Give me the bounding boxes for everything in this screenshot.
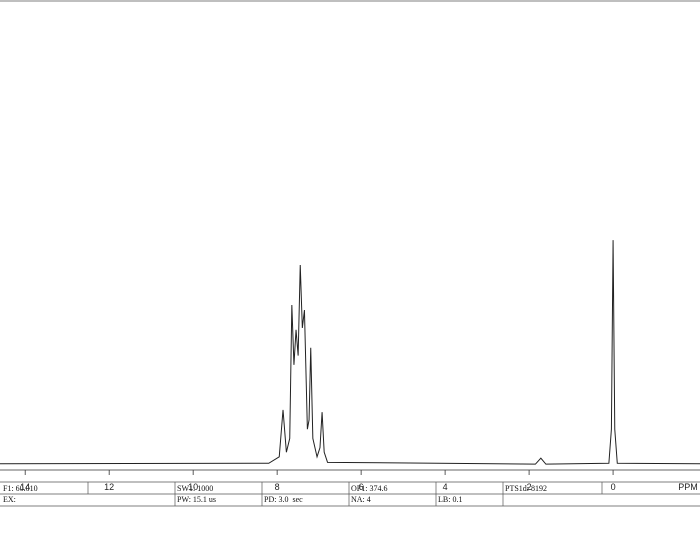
table-columns <box>87 482 603 506</box>
x-tick-label: 12 <box>104 482 114 492</box>
param: EX: <box>3 495 16 504</box>
parameter-table: F1: 60.010 SW1: 1000 OF1: 374.6 PTS1d: 8… <box>0 481 700 507</box>
param: LB: 0.1 <box>438 495 462 504</box>
x-tick-label: 14 <box>20 482 30 492</box>
param: NA: 4 <box>351 495 371 504</box>
x-tick-label: 8 <box>275 482 280 492</box>
x-tick-label: 0 <box>611 482 616 492</box>
x-tick-label: 4 <box>443 482 448 492</box>
param: PW: 15.1 us <box>177 495 216 504</box>
param: PD: 3.0 sec <box>264 495 303 504</box>
x-axis-label: PPM <box>678 482 698 492</box>
spectrum-line <box>0 240 700 465</box>
param: PTS1d: 8192 <box>505 484 547 493</box>
param: F1: 60.010 <box>3 484 38 493</box>
x-tick-label: 6 <box>359 482 364 492</box>
x-tick-label: 10 <box>188 482 198 492</box>
param: OF1: 374.6 <box>351 484 387 493</box>
x-tick-label: 2 <box>527 482 532 492</box>
param: SW1: 1000 <box>177 484 213 493</box>
